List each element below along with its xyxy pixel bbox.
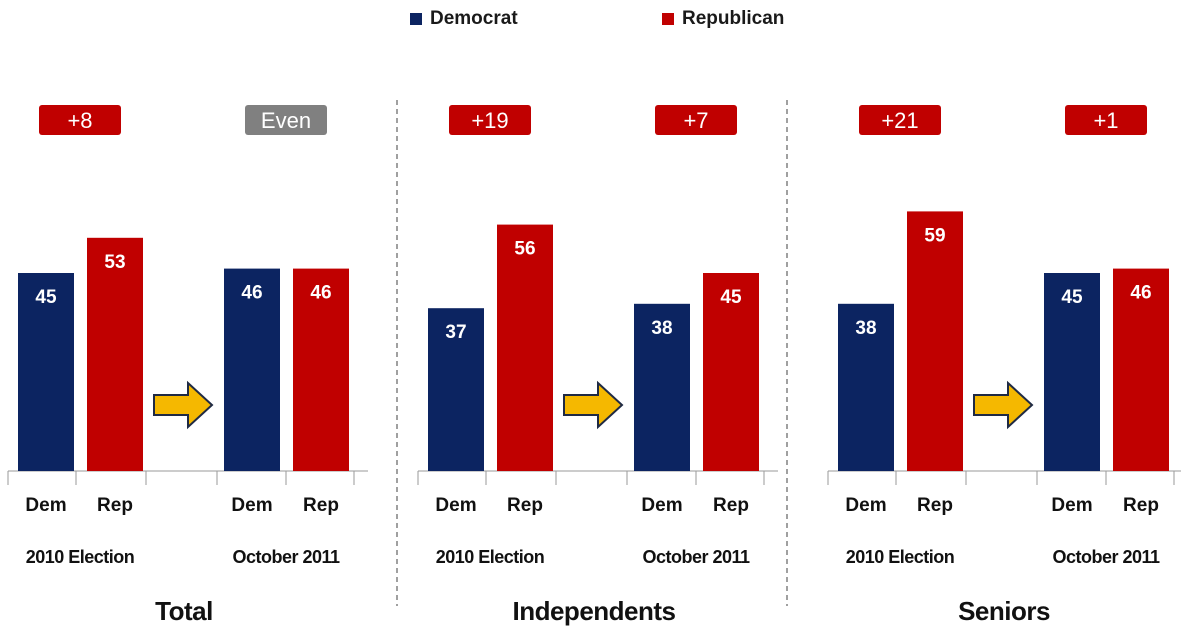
bar-label-dem-independents-2010: 37 — [445, 322, 466, 343]
bar-rep-total-oct2011 — [293, 268, 349, 471]
bar-rep-independents-2010 — [497, 224, 553, 471]
bar-rep-seniors-oct2011 — [1113, 268, 1169, 471]
bar-rep-total-2010 — [87, 237, 143, 471]
category-label-dem-total-oct2011: Dem — [231, 495, 272, 516]
legend: Democrat Republican — [0, 8, 1181, 32]
bar-label-rep-total-2010: 53 — [104, 252, 125, 273]
legend-item-democrat: Democrat — [410, 8, 518, 30]
category-label-rep-independents-oct2011: Rep — [713, 495, 749, 516]
category-label-rep-total-2010: Rep — [97, 495, 133, 516]
category-label-dem-seniors-2010: Dem — [845, 495, 886, 516]
margin-badge-text-total-2010: +8 — [67, 108, 92, 133]
category-label-dem-independents-oct2011: Dem — [641, 495, 682, 516]
group-label-total: Total — [155, 596, 213, 626]
margin-badge-text-total-oct2011: Even — [261, 108, 311, 133]
legend-label-republican: Republican — [682, 8, 785, 29]
margin-badge-text-seniors-2010: +21 — [881, 108, 918, 133]
category-label-dem-seniors-oct2011: Dem — [1051, 495, 1092, 516]
period-label-total-oct2011: October 2011 — [232, 547, 340, 567]
category-label-rep-total-oct2011: Rep — [303, 495, 339, 516]
margin-badge-text-seniors-oct2011: +1 — [1093, 108, 1118, 133]
bar-dem-independents-oct2011 — [634, 303, 690, 471]
bar-rep-independents-oct2011 — [703, 273, 759, 471]
bar-dem-total-oct2011 — [224, 268, 280, 471]
bar-dem-seniors-oct2011 — [1044, 273, 1100, 471]
period-label-seniors-oct2011: October 2011 — [1052, 547, 1160, 567]
arrow-right-icon — [153, 380, 214, 430]
margin-badge-text-independents-2010: +19 — [471, 108, 508, 133]
margin-badge-seniors-2010 — [859, 105, 941, 135]
margin-badge-total-2010 — [39, 105, 121, 135]
category-label-dem-total-2010: Dem — [25, 495, 66, 516]
bar-label-rep-independents-2010: 56 — [514, 239, 535, 260]
bar-label-rep-seniors-2010: 59 — [924, 225, 945, 246]
bar-label-dem-seniors-oct2011: 45 — [1061, 287, 1083, 308]
arrow-right-icon — [563, 380, 624, 430]
bar-label-rep-total-oct2011: 46 — [310, 283, 331, 304]
period-label-total-2010: 2010 Election — [26, 547, 135, 567]
bar-label-dem-independents-oct2011: 38 — [651, 318, 672, 339]
group-label-independents: Independents — [512, 596, 675, 626]
category-label-dem-independents-2010: Dem — [435, 495, 476, 516]
category-label-rep-seniors-2010: Rep — [917, 495, 953, 516]
bar-label-rep-seniors-oct2011: 46 — [1130, 283, 1151, 304]
period-label-seniors-2010: 2010 Election — [846, 547, 955, 567]
bar-rep-seniors-2010 — [907, 211, 963, 471]
margin-badge-independents-oct2011 — [655, 105, 737, 135]
margin-badge-seniors-oct2011 — [1065, 105, 1147, 135]
legend-item-republican: Republican — [662, 8, 784, 30]
bar-label-dem-seniors-2010: 38 — [855, 318, 876, 339]
bar-label-dem-total-2010: 45 — [35, 287, 57, 308]
margin-badge-total-oct2011 — [245, 105, 327, 135]
arrow-right-icon — [973, 380, 1034, 430]
legend-swatch-democrat — [410, 13, 422, 25]
period-label-independents-oct2011: October 2011 — [642, 547, 750, 567]
legend-swatch-republican — [662, 13, 674, 25]
bar-label-rep-independents-oct2011: 45 — [720, 287, 742, 308]
group-label-seniors: Seniors — [958, 596, 1050, 626]
bar-label-dem-total-oct2011: 46 — [241, 283, 262, 304]
category-label-rep-independents-2010: Rep — [507, 495, 543, 516]
bar-dem-independents-2010 — [428, 308, 484, 471]
margin-badge-independents-2010 — [449, 105, 531, 135]
period-label-independents-2010: 2010 Election — [436, 547, 545, 567]
margin-badge-text-independents-oct2011: +7 — [683, 108, 708, 133]
bar-dem-total-2010 — [18, 273, 74, 471]
bar-dem-seniors-2010 — [838, 303, 894, 471]
legend-label-democrat: Democrat — [430, 8, 518, 29]
category-label-rep-seniors-oct2011: Rep — [1123, 495, 1159, 516]
